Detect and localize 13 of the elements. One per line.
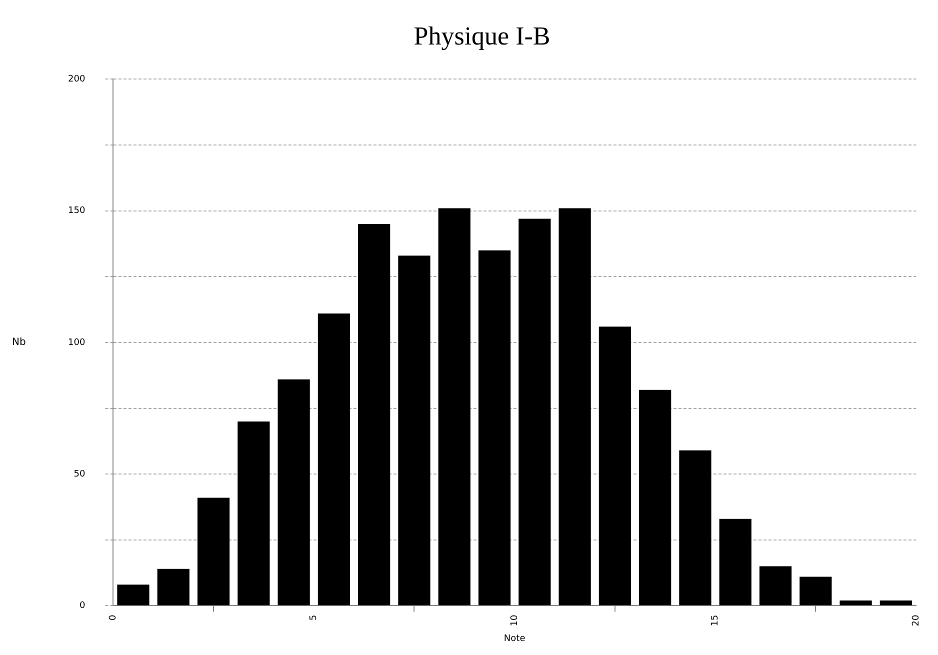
x-tick-label: 20 [911,614,922,626]
x-tick-label: 10 [510,614,520,626]
y-tick-label: 200 [68,74,86,85]
chart-title: Physique I-B [414,21,550,50]
y-axis-title: Nb [12,337,26,348]
x-tick-label: 5 [309,614,320,620]
x-axis-title: Note [504,634,526,644]
y-tick-label: 100 [68,338,86,348]
y-tick-label: 50 [74,469,86,480]
x-tick-label: 15 [710,614,721,626]
y-tick-label: 0 [79,601,86,612]
y-tick-label: 150 [68,206,86,216]
x-tick-label: 0 [108,614,119,620]
